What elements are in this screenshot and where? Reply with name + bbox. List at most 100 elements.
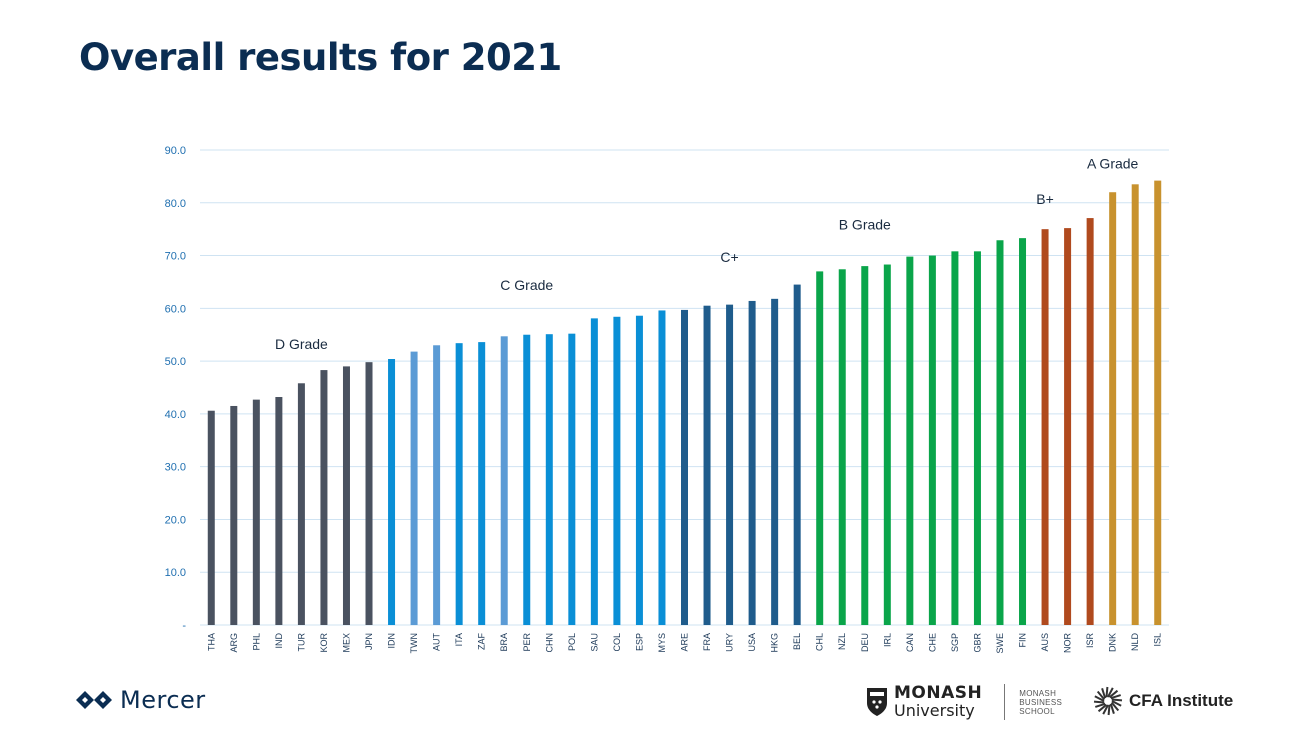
grade-annotation: B Grade [839,217,891,233]
bar-isr [1086,218,1094,626]
bar-col [613,316,621,625]
cfa-globe-stroke [1110,701,1120,712]
x-tick-label: IDN [387,633,397,649]
monash-logo: MONASH University MONASH BUSINESS SCHOOL [866,684,1062,720]
bar-ind [275,397,283,625]
x-tick-label: ARE [680,633,690,652]
bar-jpn [365,362,373,625]
y-tick-label: 80.0 [165,198,186,210]
x-tick-label: HKG [770,633,780,653]
bar-fra [703,305,711,625]
x-tick-label: AUS [1040,633,1050,652]
y-tick-label: 90.0 [165,145,186,157]
x-tick-label: MYS [657,633,667,653]
x-tick-label: CHL [815,633,825,651]
x-tick-label: MEX [341,633,351,653]
bar-tha [207,410,215,625]
mercer-wordmark: Mercer [120,686,206,714]
bar-deu [861,266,869,625]
bar-aus [1041,229,1049,625]
bar-can [906,256,914,625]
x-tick-label: COL [612,633,622,652]
x-tick-label: SWE [995,633,1005,654]
y-tick-label: 60.0 [165,303,186,315]
x-tick-label: IND [274,633,284,649]
bar-irl [883,264,891,625]
x-tick-label: JPN [364,633,374,650]
x-tick-label: NZL [837,633,847,650]
cfa-globe-icon [1093,686,1123,716]
bar-bra [500,336,508,625]
bar-swe [996,240,1004,625]
cfa-globe-stroke [1111,700,1122,707]
monash-university-label: University [894,701,975,720]
bar-nor [1064,228,1072,625]
x-tick-label: FIN [1018,633,1028,648]
bar-zaf [478,342,486,625]
bar-are [681,309,688,625]
monash-business-school-label: MONASH BUSINESS SCHOOL [1019,688,1063,716]
bar-esp [635,315,643,625]
bar-idn [388,359,396,625]
x-tick-label: KOR [319,633,329,653]
logo-divider [1004,684,1006,720]
cfa-globe-stroke [1108,689,1119,699]
bar-phl [252,399,260,625]
x-tick-label: CAN [905,633,915,652]
bar-mys [658,310,666,625]
grade-annotation: D Grade [275,336,328,352]
cfa-globe-stroke [1105,686,1109,698]
monash-wordmark: MONASH [894,683,983,703]
x-tick-label: ZAF [477,632,487,650]
bar-pol [568,333,576,625]
x-tick-label: DEU [860,633,870,652]
bar-tur [297,383,305,625]
cfa-globe-stroke [1109,703,1115,714]
mercer-mark-icon [76,691,112,709]
x-tick-label: URY [725,633,735,652]
x-tick-label: THA [206,633,216,651]
cfa-globe-stroke [1101,688,1107,699]
x-tick-label: TWN [409,633,419,654]
cfa-globe-stroke [1095,702,1106,708]
bar-dnk [1109,192,1117,625]
grade-annotation: C Grade [500,277,553,293]
bar-aut [433,345,441,625]
bar-kor [320,370,328,625]
x-tick-label: ESP [634,633,644,651]
x-tick-label: PHL [251,633,261,651]
x-tick-label: FRA [702,633,712,651]
x-tick-label: ISR [1085,633,1095,649]
bar-sau [590,318,598,625]
x-tick-label: SAU [589,633,599,652]
bar-sgp [951,251,959,626]
x-tick-label: IRL [882,633,892,647]
y-tick-label: 10.0 [165,567,186,579]
cfa-globe-stroke [1102,704,1109,715]
bar-chn [545,334,553,625]
bar-hkg [771,298,779,625]
y-tick-label: 20.0 [165,514,186,526]
x-tick-label: CHN [544,633,554,653]
bar-usa [748,300,756,625]
cfa-globe-stroke [1096,690,1106,701]
bar-bel [793,284,801,625]
x-tick-label: TUR [296,633,306,652]
grade-annotation: B+ [1036,191,1054,207]
bar-fin [1019,238,1027,625]
cfa-globe-stroke [1111,698,1123,702]
bar-ury [726,304,734,625]
y-tick-label: - [182,620,186,632]
x-tick-label: BRA [499,633,509,652]
bar-ita [455,343,463,625]
y-tick-label: 30.0 [165,462,186,474]
cfa-globe-stroke [1110,694,1121,700]
cfa-globe-stroke [1097,703,1108,713]
x-tick-label: PER [522,633,532,652]
x-tick-label: POL [567,633,577,651]
x-tick-label: ITA [454,633,464,646]
cfa-globe-stroke [1094,695,1105,702]
bar-nzl [838,269,846,625]
x-tick-label: CHE [927,633,937,652]
